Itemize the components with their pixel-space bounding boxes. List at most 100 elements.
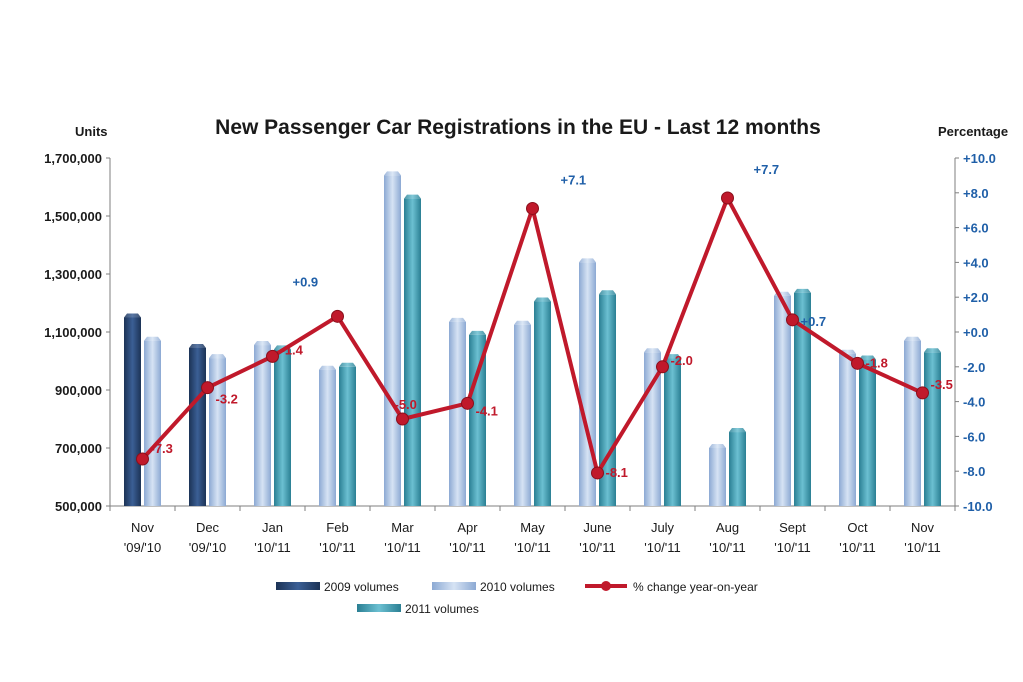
percent-change-point <box>851 356 864 370</box>
percent-change-point <box>721 191 734 205</box>
bar-2011 <box>339 366 356 506</box>
percent-change-label: -3.2 <box>216 392 238 407</box>
x-tick-label-period: '10/'11 <box>254 540 291 555</box>
bar-2010-top <box>144 336 161 341</box>
bar-2010-top <box>319 365 336 370</box>
bar-2010 <box>384 175 401 506</box>
bars <box>124 171 941 506</box>
y-tick-label-left: 700,000 <box>55 441 102 456</box>
percent-change-label: -1.4 <box>281 342 304 357</box>
x-tick-label-month: Sept <box>779 520 806 535</box>
percent-change-label: -1.8 <box>866 355 888 370</box>
bar-2010 <box>319 369 336 506</box>
x-tick-label-month: Apr <box>457 520 478 535</box>
bar-2010 <box>144 340 161 506</box>
percent-change-point <box>656 360 669 374</box>
bar-2011-top <box>534 297 551 302</box>
y-tick-label-left: 1,700,000 <box>44 151 102 166</box>
percent-change-label: +7.1 <box>561 172 587 187</box>
y-tick-label-left: 1,100,000 <box>44 325 102 340</box>
bar-2010 <box>904 340 921 506</box>
bar-2010-top <box>254 341 271 346</box>
legend-swatch-bar-2011 <box>357 604 401 612</box>
x-tick-label-month: Nov <box>131 520 155 535</box>
percent-change-point <box>266 349 279 363</box>
bar-2011-top <box>469 330 486 335</box>
bar-2010 <box>774 295 791 506</box>
percent-change-point <box>201 381 214 395</box>
x-tick-label-period: '09/'10 <box>124 540 162 555</box>
percent-change-label: -2.0 <box>671 353 693 368</box>
y-tick-label-right: -2.0 <box>963 360 985 375</box>
percent-change-point <box>916 386 929 400</box>
percent-change-label: +0.7 <box>801 314 827 329</box>
percent-change-label: -5.0 <box>395 397 417 412</box>
x-tick-label-month: July <box>651 520 675 535</box>
x-tick-label-period: '09/'10 <box>189 540 227 555</box>
percent-change-point <box>136 452 149 466</box>
y-tick-label-right: +6.0 <box>963 221 989 236</box>
x-axis-ticks: Nov '09/'10 Dec '09/'10 Jan '10/'11 Feb '10/'11… <box>124 520 941 555</box>
percent-change-point <box>331 309 344 323</box>
x-tick-label-period: '10/'11 <box>839 540 876 555</box>
percent-change-point <box>396 412 409 426</box>
x-tick-label-period: '10/'11 <box>774 540 811 555</box>
bar-2010 <box>209 358 226 506</box>
legend: 2009 volumes 2010 volumes % change year-on… <box>276 580 758 616</box>
y-axis-ticks-right: +10.0 +8.0 +6.0 +4.0 +2.0 +0.0 -2.0 -4.0 -6.0 -8.… <box>955 151 996 514</box>
y-tick-label-right: -10.0 <box>963 499 993 514</box>
x-tick-label-month: May <box>520 520 545 535</box>
legend-label: 2010 volumes <box>480 580 555 594</box>
bar-2011-top <box>924 348 941 353</box>
bar-2010-top <box>644 348 661 353</box>
x-tick-label-month: Dec <box>196 520 220 535</box>
legend-swatch-percent-point <box>601 581 611 591</box>
bar-2011-top <box>859 355 876 360</box>
percent-change-label: +7.7 <box>754 162 780 177</box>
bar-2011-top <box>599 290 616 295</box>
percent-change-point <box>461 396 474 410</box>
legend-swatch-bar-2009 <box>276 582 320 590</box>
x-tick-label-month: Mar <box>391 520 414 535</box>
bar-2011-top <box>794 288 811 293</box>
y-tick-label-right: +0.0 <box>963 325 989 340</box>
bar-2011 <box>404 198 421 506</box>
bar-2009 <box>124 317 141 506</box>
bar-2011-top <box>729 428 746 433</box>
bar-2011-top <box>404 194 421 199</box>
percent-change-point <box>591 466 604 480</box>
bar-2011 <box>794 292 811 506</box>
percent-change-label: -4.1 <box>476 403 498 418</box>
y-tick-label-left: 500,000 <box>55 499 102 514</box>
bar-2010-top <box>709 444 726 448</box>
percent-change-label: -3.5 <box>931 377 953 392</box>
bar-2009-top <box>189 343 206 348</box>
y-axis-title-right: Percentage <box>938 124 1008 139</box>
x-tick-label-month: Feb <box>326 520 348 535</box>
x-tick-label-month: June <box>583 520 611 535</box>
bar-2010 <box>709 448 726 506</box>
bar-2010-top <box>579 258 596 263</box>
y-axis-title-left: Units <box>75 124 108 139</box>
percent-change-label: -8.1 <box>606 465 628 480</box>
x-tick-label-month: Aug <box>716 520 739 535</box>
bar-2009 <box>189 347 206 506</box>
x-tick-label-period: '10/'11 <box>579 540 616 555</box>
bar-2011 <box>534 301 551 506</box>
y-tick-label-left: 1,500,000 <box>44 209 102 224</box>
x-tick-label-period: '10/'11 <box>449 540 486 555</box>
x-tick-label-month: Jan <box>262 520 283 535</box>
y-tick-label-left: 1,300,000 <box>44 267 102 282</box>
y-tick-label-right: +8.0 <box>963 186 989 201</box>
percent-change-line <box>136 191 929 480</box>
bar-2010-top <box>384 171 401 176</box>
bar-2011 <box>924 352 941 506</box>
x-tick-label-period: '10/'11 <box>319 540 356 555</box>
percent-change-label: +0.9 <box>293 274 319 289</box>
y-axis-ticks-left: 1,700,000 1,500,000 1,300,000 1,100,000 900,… <box>44 151 110 514</box>
bar-2010 <box>839 353 856 506</box>
legend-label: 2011 volumes <box>405 602 479 616</box>
bar-2011 <box>469 334 486 506</box>
legend-label: % change year-on-year <box>633 580 758 594</box>
bar-2010-top <box>514 320 531 325</box>
